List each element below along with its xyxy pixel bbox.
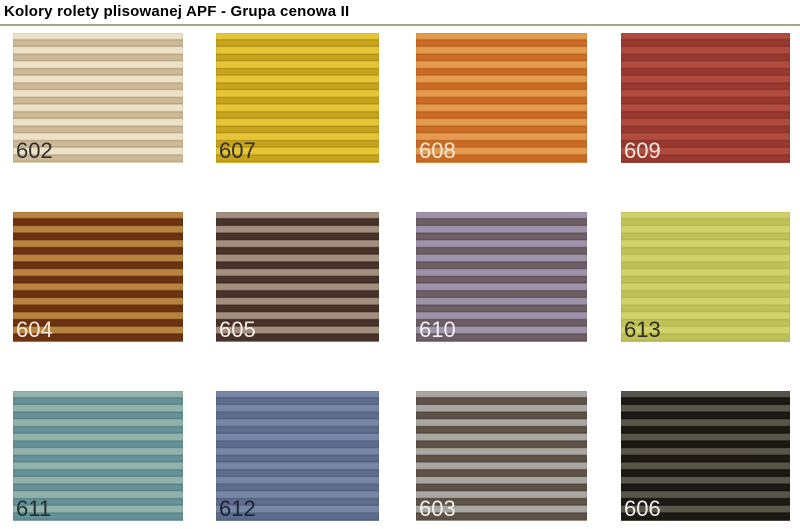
color-swatch: 612 xyxy=(216,391,379,521)
color-swatch: 607 xyxy=(216,33,379,163)
color-swatch: 602 xyxy=(13,33,183,163)
title-underline xyxy=(0,24,800,26)
color-swatch: 606 xyxy=(621,391,790,521)
swatch-label: 607 xyxy=(219,138,256,163)
swatch-label: 611 xyxy=(16,496,52,521)
color-swatch: 608 xyxy=(416,33,587,163)
swatch-label: 603 xyxy=(419,496,456,521)
color-swatch: 603 xyxy=(416,391,587,521)
swatch-label: 608 xyxy=(419,138,456,163)
swatch-label: 606 xyxy=(624,496,661,521)
swatch-label: 613 xyxy=(624,317,661,342)
color-swatch: 613 xyxy=(621,212,790,342)
color-swatch: 605 xyxy=(216,212,379,342)
color-swatch: 604 xyxy=(13,212,183,342)
swatch-label: 605 xyxy=(219,317,256,342)
swatch-label: 612 xyxy=(219,496,256,521)
swatch-label: 602 xyxy=(16,138,53,163)
color-swatch: 610 xyxy=(416,212,587,342)
swatch-label: 609 xyxy=(624,138,661,163)
swatch-label: 604 xyxy=(16,317,53,342)
swatch-label: 610 xyxy=(419,317,456,342)
page-title: Kolory rolety plisowanej APF - Grupa cen… xyxy=(4,3,350,20)
color-swatch: 609 xyxy=(621,33,790,163)
color-swatch: 611 xyxy=(13,391,183,521)
